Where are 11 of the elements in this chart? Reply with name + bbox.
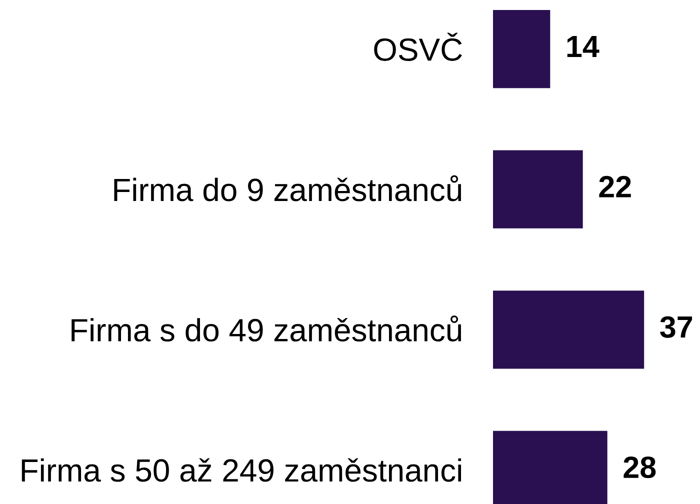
bar [493, 150, 583, 228]
bar [493, 290, 644, 369]
data-label: 37 [660, 316, 692, 338]
y-tick-label: Firma do 9 zaměstnanců [114, 175, 462, 202]
y-tick-label: Firma s do 49 zaměstnanců [72, 315, 462, 342]
data-label: 22 [599, 176, 631, 198]
y-tick-label: Firma s 50 až 249 zaměstnanci [22, 458, 462, 482]
bar [493, 10, 550, 88]
y-tick-label: OSVČ [374, 32, 462, 61]
data-label: 14 [567, 36, 600, 57]
data-label: 28 [624, 456, 656, 478]
